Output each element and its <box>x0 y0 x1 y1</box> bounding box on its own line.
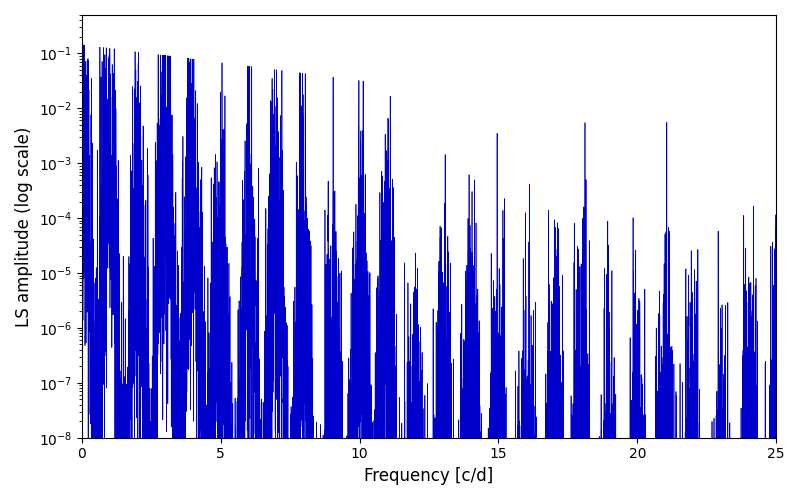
X-axis label: Frequency [c/d]: Frequency [c/d] <box>364 467 494 485</box>
Y-axis label: LS amplitude (log scale): LS amplitude (log scale) <box>15 126 33 326</box>
